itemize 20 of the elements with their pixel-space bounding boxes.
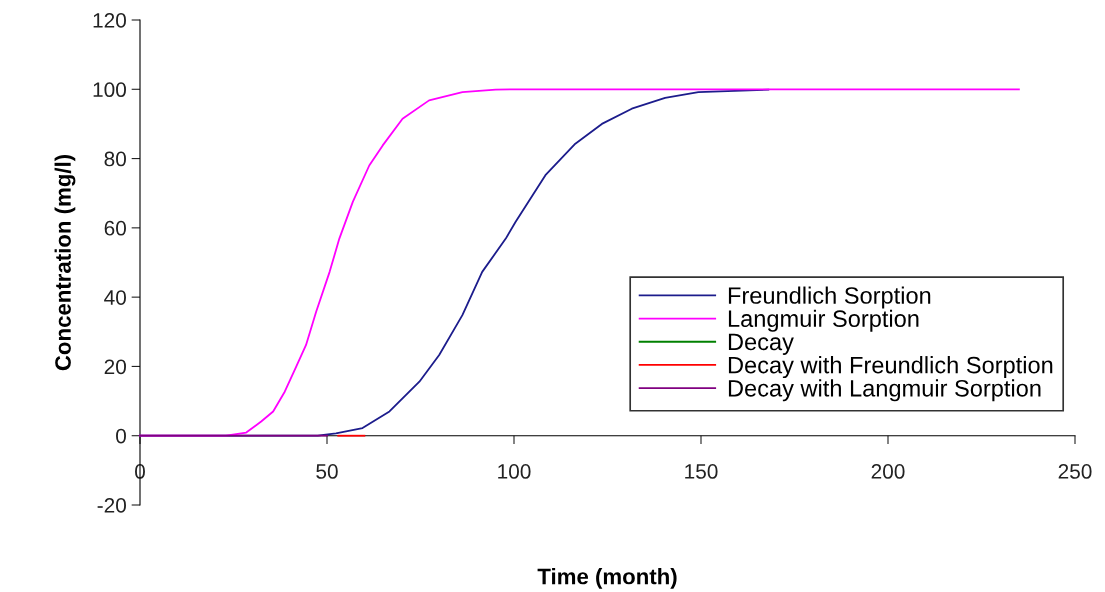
x-tick-label: 250 <box>1058 464 1092 479</box>
x-tick-label: 150 <box>685 464 718 479</box>
y-tick-label: 120 <box>93 13 126 28</box>
y-tick-label: -20 <box>97 498 126 513</box>
legend-label: Decay <box>728 333 794 355</box>
legend-label: Freundlich Sorption <box>728 286 931 309</box>
y-tick-label: 0 <box>116 428 126 444</box>
y-tick-label: 40 <box>104 290 126 305</box>
legend-label: Decay with Freundlich Sorption <box>728 356 1053 379</box>
legend-label: Decay with Langmuir Sorption <box>728 379 1041 402</box>
x-axis-title: Time (month) <box>537 568 677 589</box>
y-tick-label: 100 <box>93 82 126 98</box>
x-tick-label: 50 <box>316 464 338 479</box>
x-tick-label: 200 <box>871 464 905 479</box>
y-axis-title: Concentration (mg/l) <box>54 154 76 371</box>
x-tick-label: 100 <box>498 464 531 479</box>
y-tick-label: 20 <box>104 359 126 375</box>
legend-label: Langmuir Sorption <box>728 309 919 332</box>
y-tick-label: 60 <box>104 220 126 236</box>
y-tick-label: 80 <box>104 151 126 167</box>
